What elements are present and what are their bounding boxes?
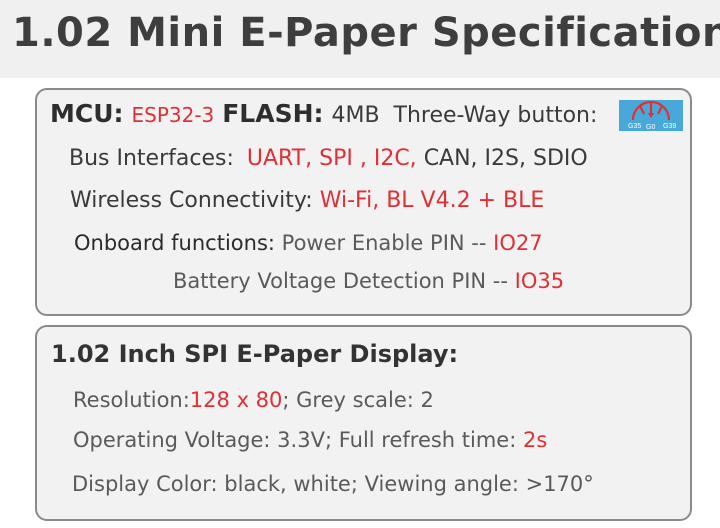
mcu-label: MCU: [50, 99, 124, 128]
wireless-label: Wireless Connectivity: [70, 188, 313, 213]
onboard-1-pin: IO27 [493, 231, 543, 255]
flash-label: FLASH: [222, 99, 324, 128]
resolution-label: Resolution: [73, 388, 190, 412]
flash-value: 4MB [331, 103, 380, 128]
grey-scale-text: ; Grey scale: 2 [282, 388, 434, 412]
mcu-value: ESP32-3 [131, 103, 215, 127]
pin-label-g35: G35 [628, 123, 641, 130]
pin-label-g0: G0 [646, 124, 655, 131]
voltage-row: Operating Voltage: 3.3V; Full refresh ti… [73, 428, 547, 452]
three-way-button-image: G35 G0 G39 [619, 100, 683, 131]
title-band: 1.02 Mini E-Paper Specifications [0, 0, 720, 78]
pin-label-g39: G39 [663, 123, 676, 130]
bus-highlight: UART, SPI , I2C, [246, 146, 417, 171]
display-specs-panel [35, 325, 692, 521]
mcu-row: MCU: ESP32-3 FLASH: 4MB Three-Way button… [50, 99, 597, 128]
display-color-row: Display Color: black, white; Viewing ang… [72, 472, 594, 496]
resolution-row: Resolution:128 x 80; Grey scale: 2 [73, 388, 434, 412]
wireless-value: Wi-Fi, BL V4.2 + BLE [319, 188, 545, 213]
onboard-2-text: Battery Voltage Detection PIN -- [173, 269, 508, 293]
board-specs-panel [35, 88, 692, 316]
bus-row: Bus Interfaces: UART, SPI , I2C, CAN, I2… [69, 146, 588, 171]
bus-label: Bus Interfaces: [69, 146, 234, 171]
voltage-text: Operating Voltage: 3.3V; Full refresh ti… [73, 428, 517, 452]
page-title: 1.02 Mini E-Paper Specifications [12, 10, 720, 56]
bus-rest: CAN, I2S, SDIO [423, 146, 588, 171]
onboard-row-1: Onboard functions: Power Enable PIN -- I… [74, 231, 543, 255]
button-label: Three-Way button: [393, 103, 598, 128]
onboard-1-text: Power Enable PIN -- [281, 231, 487, 255]
resolution-value: 128 x 80 [189, 388, 283, 412]
onboard-label: Onboard functions: [74, 231, 275, 255]
refresh-time-value: 2s [523, 428, 548, 452]
display-heading: 1.02 Inch SPI E-Paper Display: [51, 340, 459, 368]
wireless-row: Wireless Connectivity: Wi-Fi, BL V4.2 + … [70, 188, 544, 213]
onboard-row-2: Battery Voltage Detection PIN -- IO35 [173, 269, 564, 293]
onboard-2-pin: IO35 [514, 269, 565, 293]
